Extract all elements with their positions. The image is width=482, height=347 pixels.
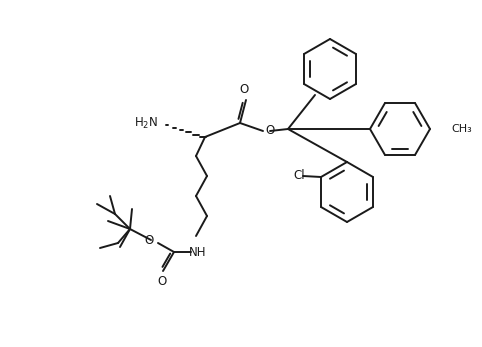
Text: O: O: [158, 275, 167, 288]
Text: CH₃: CH₃: [451, 124, 472, 134]
Text: H$_2$N: H$_2$N: [134, 116, 158, 130]
Text: NH: NH: [189, 246, 207, 259]
Text: O: O: [240, 83, 249, 96]
Text: O: O: [265, 124, 274, 136]
Text: O: O: [145, 235, 154, 247]
Text: Cl: Cl: [293, 169, 305, 181]
